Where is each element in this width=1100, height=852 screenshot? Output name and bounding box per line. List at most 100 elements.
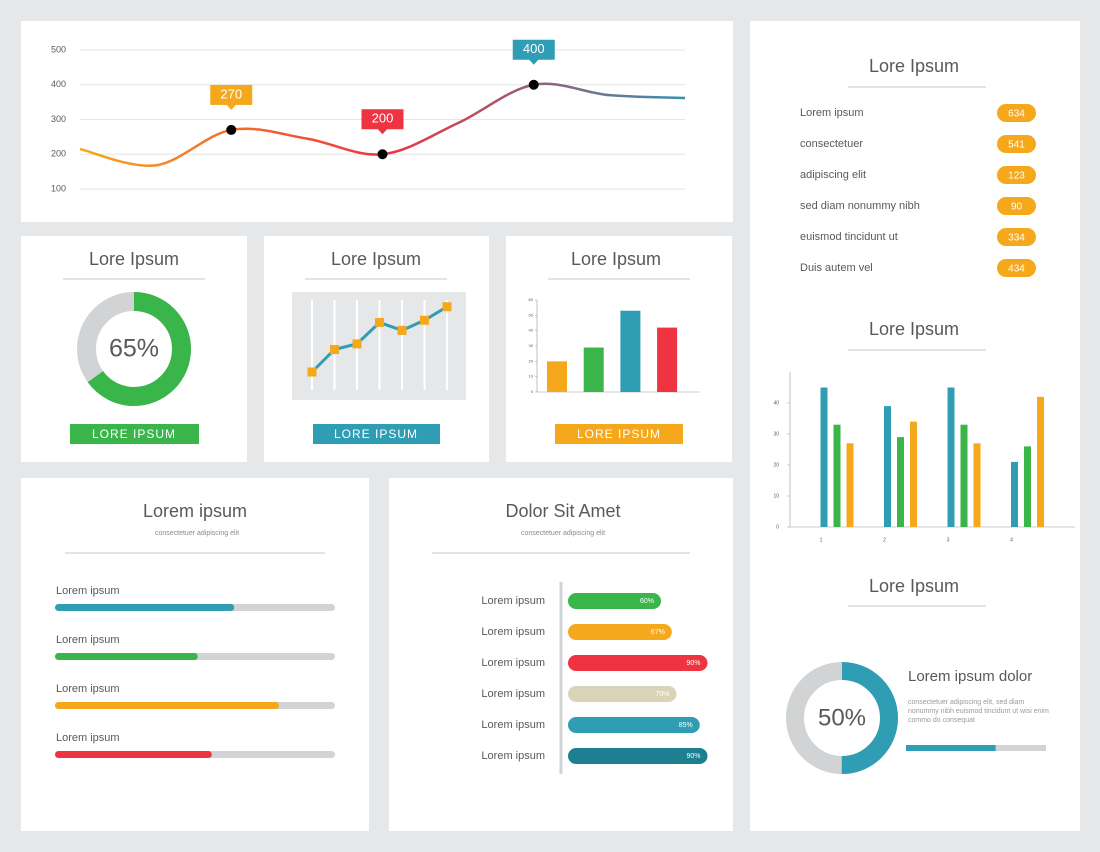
donut-label: 65% <box>109 335 159 363</box>
callout-pointer <box>528 59 539 65</box>
panel-subtitle: consectetuer adipiscing elit <box>155 530 239 537</box>
paragraph: consectetuer adipiscing elit, sed diam n… <box>908 699 1049 724</box>
list-label: euismod tincidunt ut <box>800 231 898 243</box>
y-tick-label: Lorem ipsum <box>481 595 545 607</box>
bar <box>820 387 828 527</box>
bar <box>568 593 661 609</box>
button-label[interactable]: LORE IPSUM <box>577 427 661 441</box>
callout-pointer <box>226 104 237 110</box>
y-tick-label: 200 <box>51 149 66 159</box>
y-tick-label: Lorem ipsum <box>481 688 545 700</box>
panel-title: Lore Ipsum <box>869 56 959 76</box>
heading: Lorem ipsum dolor <box>908 668 1032 685</box>
marker <box>307 367 317 377</box>
bar-label: Lorem ipsum <box>56 634 120 646</box>
badge <box>997 197 1036 215</box>
list-label: Lorem ipsum <box>800 107 864 119</box>
progress-bar <box>55 751 212 758</box>
value-label: 60% <box>640 598 654 605</box>
value-label: 90% <box>686 753 700 760</box>
point <box>528 79 539 90</box>
y-tick-label: Lorem ipsum <box>481 657 545 669</box>
point <box>377 149 388 160</box>
y-tick-label: 60 <box>529 297 534 302</box>
callout <box>210 84 253 105</box>
y-tick-label: Lorem ipsum <box>481 626 545 638</box>
y-tick-label: 30 <box>529 343 534 348</box>
y-tick-label: 40 <box>773 400 779 406</box>
badge <box>997 228 1036 246</box>
y-tick-label: 10 <box>529 374 534 379</box>
button-label[interactable]: LORE IPSUM <box>334 427 418 441</box>
badge <box>997 259 1036 277</box>
point <box>226 124 237 135</box>
badge-value: 90 <box>1011 202 1023 213</box>
progress-bar <box>55 702 279 709</box>
marker <box>330 345 339 354</box>
callout-label: 270 <box>220 86 242 101</box>
bar <box>568 686 677 702</box>
bar <box>1037 396 1044 527</box>
y-tick-label: 400 <box>51 79 66 89</box>
y-tick-label: 10 <box>773 493 779 499</box>
panel-title: Lore Ipsum <box>331 249 421 269</box>
panel-title: Lore Ipsum <box>869 319 959 339</box>
bar <box>897 437 904 527</box>
bar-label: Lorem ipsum <box>56 732 120 744</box>
y-tick-label: 100 <box>51 183 66 193</box>
marker <box>420 315 429 325</box>
x-tick-label: 3 <box>947 537 950 543</box>
bar <box>960 424 968 527</box>
bar <box>1011 461 1018 527</box>
badge-value: 634 <box>1008 109 1025 120</box>
progress-bar <box>906 745 996 751</box>
bar <box>884 406 891 527</box>
panel-title: Lore Ipsum <box>869 576 959 596</box>
callout-label: 400 <box>523 41 545 56</box>
marker <box>397 325 407 335</box>
bar <box>568 748 708 764</box>
badge-value: 541 <box>1008 140 1025 151</box>
y-tick-label: 300 <box>51 114 66 124</box>
list-label: adipiscing elit <box>800 169 866 181</box>
marker <box>352 339 362 349</box>
callout <box>361 109 404 130</box>
badge-value: 123 <box>1008 171 1025 182</box>
panel-title: Lore Ipsum <box>89 249 179 269</box>
list-label: sed diam nonummy nibh <box>800 200 920 212</box>
bar <box>657 327 678 392</box>
list-label: Duis autem vel <box>800 262 873 274</box>
bar <box>973 443 981 527</box>
panel-title: Lorem ipsum <box>143 501 247 521</box>
bar <box>547 361 567 392</box>
y-tick-label: Lorem ipsum <box>481 750 545 762</box>
badge <box>997 104 1036 122</box>
progress-bar <box>55 604 235 611</box>
marker <box>375 318 384 327</box>
y-tick-label: 0 <box>531 389 534 394</box>
bar <box>833 424 841 527</box>
y-tick-label: 50 <box>529 312 534 317</box>
bar <box>583 347 604 392</box>
button[interactable] <box>313 424 440 444</box>
value-label: 90% <box>686 660 700 667</box>
bar <box>947 387 955 527</box>
y-tick-label: 20 <box>529 358 534 363</box>
y-tick-label: 20 <box>773 462 779 468</box>
bar <box>568 655 708 671</box>
badge <box>997 135 1036 153</box>
value-label: 85% <box>679 722 693 729</box>
badge-value: 434 <box>1008 264 1025 275</box>
donut-arc <box>77 292 191 406</box>
y-tick-label: 0 <box>776 524 779 530</box>
button[interactable] <box>555 424 683 444</box>
paragraph-box: consectetuer adipiscing elit, sed diam n… <box>908 699 1049 724</box>
progress-bar <box>55 653 198 660</box>
x-tick-label: 2 <box>883 537 886 543</box>
button-label[interactable]: LORE IPSUM <box>92 427 176 441</box>
y-tick-label: Lorem ipsum <box>481 719 545 731</box>
bar-label: Lorem ipsum <box>56 683 120 695</box>
button[interactable] <box>70 424 199 444</box>
donut-arc <box>786 662 898 774</box>
